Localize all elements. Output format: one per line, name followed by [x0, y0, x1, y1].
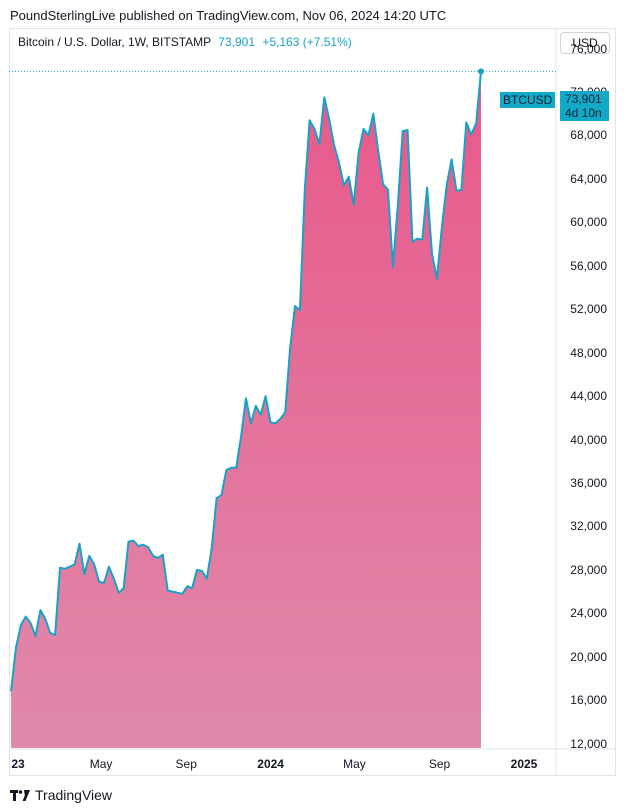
last-price-marker: [478, 68, 484, 75]
price-tick-label: 44,000: [570, 389, 607, 404]
price-area-fill: [11, 71, 481, 748]
symbol-legend: Bitcoin / U.S. Dollar, 1W, BITSTAMP 73,9…: [18, 35, 352, 49]
tradingview-brand-name: TradingView: [35, 787, 113, 803]
chart-frame: [9, 28, 616, 776]
price-tick-label: 68,000: [570, 128, 607, 143]
price-tick-label: 12,000: [570, 736, 607, 751]
price-tick-label: 16,000: [570, 693, 607, 708]
publish-attribution: PoundSterlingLive published on TradingVi…: [10, 8, 447, 23]
symbol-price-tag: BTCUSD: [500, 92, 556, 108]
tradingview-brand[interactable]: TradingView: [10, 787, 112, 803]
time-tick-label: May: [89, 757, 113, 771]
price-tick-label: 28,000: [570, 562, 607, 577]
currency-button[interactable]: USD: [560, 32, 610, 54]
price-tick-label: 20,000: [570, 649, 607, 664]
tradingview-logo-icon: [10, 790, 30, 802]
time-tick-label: 2024: [257, 757, 284, 771]
legend-change: +5,163 (+7.51%): [262, 35, 352, 49]
price-tick-label: 64,000: [570, 171, 607, 186]
time-tick-label: Sep: [428, 757, 451, 771]
last-price-value: 73,901: [565, 92, 602, 106]
price-line: [10, 71, 482, 692]
price-tick-label: 40,000: [570, 432, 607, 447]
time-tick-label: 2025: [510, 757, 538, 771]
legend-price: 73,901: [218, 35, 255, 49]
bar-countdown: 4d 10n: [565, 106, 602, 120]
price-tick-label: 32,000: [570, 519, 607, 534]
price-tick-label: 24,000: [570, 606, 607, 621]
price-tick-label: 36,000: [570, 475, 607, 490]
symbol-description: Bitcoin / U.S. Dollar, 1W, BITSTAMP: [18, 35, 211, 49]
price-tick-label: 48,000: [570, 345, 607, 360]
price-tick-label: 52,000: [570, 302, 607, 317]
time-tick-label: 23: [11, 757, 25, 771]
last-price-tag: 73,901 4d 10n: [560, 91, 609, 121]
price-tick-label: 76,000: [570, 41, 607, 56]
price-tick-label: 56,000: [570, 258, 607, 273]
time-tick-label: May: [343, 757, 366, 771]
price-tick-label: 60,000: [570, 215, 607, 230]
time-tick-label: Sep: [175, 757, 197, 771]
